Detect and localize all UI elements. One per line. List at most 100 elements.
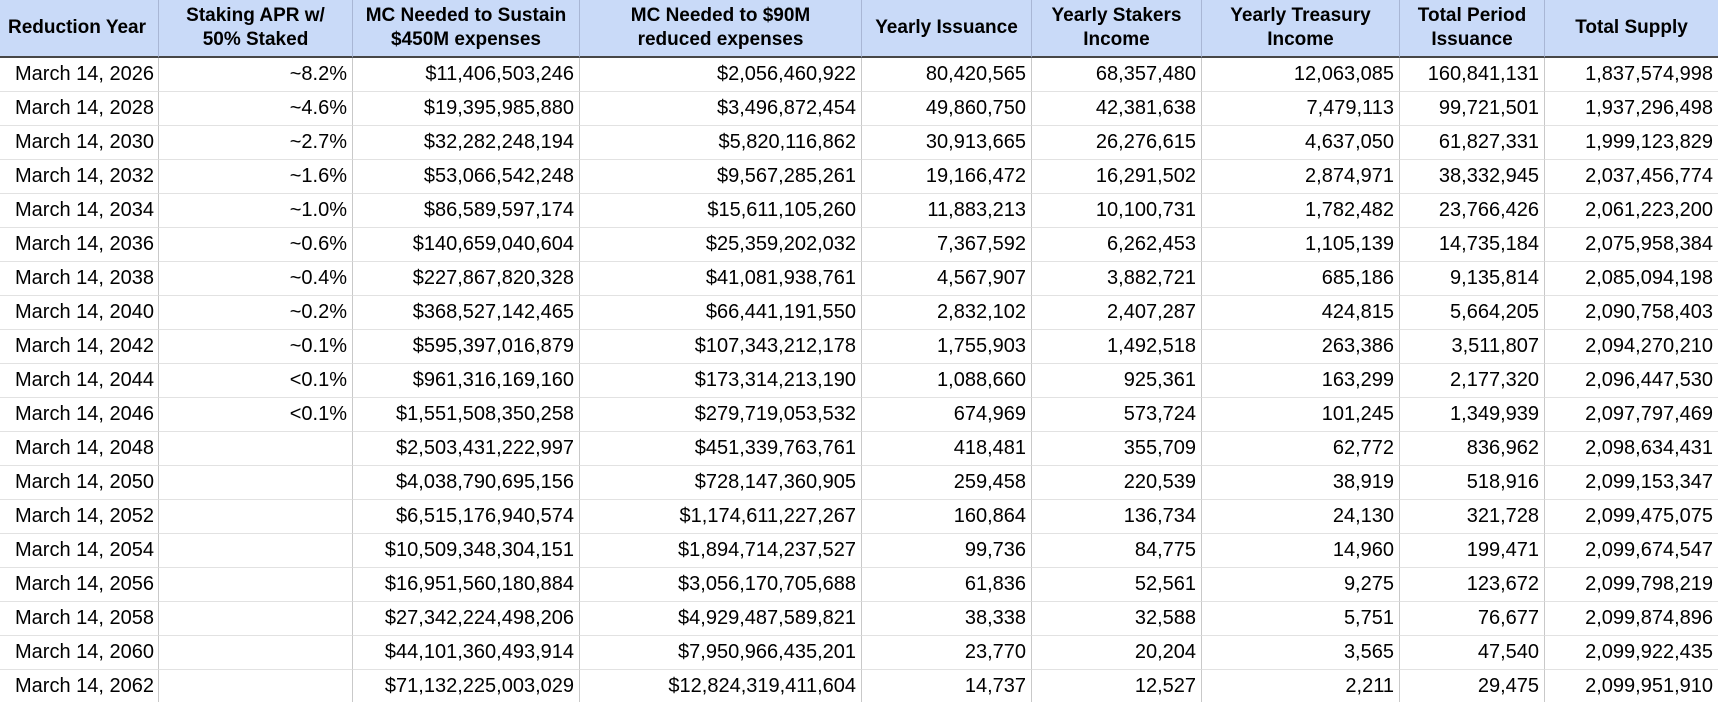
cell-yearly-issuance[interactable]: 2,832,102: [862, 296, 1032, 330]
cell-mc-sustain-450m[interactable]: $32,282,248,194: [353, 126, 580, 160]
cell-yearly-issuance[interactable]: 49,860,750: [862, 92, 1032, 126]
cell-yearly-issuance[interactable]: 11,883,213: [862, 194, 1032, 228]
cell-total-supply[interactable]: 2,094,270,210: [1545, 330, 1718, 364]
cell-reduction-year[interactable]: March 14, 2052: [0, 500, 159, 534]
cell-yearly-treasury-income[interactable]: 2,211: [1202, 670, 1400, 702]
col-header-yearly-stakers-income[interactable]: Yearly Stakers Income: [1032, 0, 1202, 58]
cell-staking-apr[interactable]: <0.1%: [159, 364, 353, 398]
cell-total-supply[interactable]: 2,099,153,347: [1545, 466, 1718, 500]
cell-yearly-issuance[interactable]: 30,913,665: [862, 126, 1032, 160]
cell-yearly-stakers-income[interactable]: 20,204: [1032, 636, 1202, 670]
col-header-yearly-treasury-income[interactable]: Yearly Treasury Income: [1202, 0, 1400, 58]
cell-total-supply[interactable]: 2,099,475,075: [1545, 500, 1718, 534]
cell-reduction-year[interactable]: March 14, 2036: [0, 228, 159, 262]
cell-yearly-treasury-income[interactable]: 7,479,113: [1202, 92, 1400, 126]
cell-mc-reduced-90m[interactable]: $3,496,872,454: [580, 92, 862, 126]
cell-mc-sustain-450m[interactable]: $11,406,503,246: [353, 58, 580, 92]
cell-mc-reduced-90m[interactable]: $451,339,763,761: [580, 432, 862, 466]
cell-yearly-treasury-income[interactable]: 14,960: [1202, 534, 1400, 568]
cell-yearly-stakers-income[interactable]: 355,709: [1032, 432, 1202, 466]
col-header-reduction-year[interactable]: Reduction Year: [0, 0, 159, 58]
cell-yearly-treasury-income[interactable]: 3,565: [1202, 636, 1400, 670]
cell-reduction-year[interactable]: March 14, 2040: [0, 296, 159, 330]
cell-total-supply[interactable]: 2,099,798,219: [1545, 568, 1718, 602]
cell-total-period-issuance[interactable]: 47,540: [1400, 636, 1545, 670]
cell-total-period-issuance[interactable]: 160,841,131: [1400, 58, 1545, 92]
cell-yearly-treasury-income[interactable]: 163,299: [1202, 364, 1400, 398]
cell-mc-sustain-450m[interactable]: $10,509,348,304,151: [353, 534, 580, 568]
cell-mc-reduced-90m[interactable]: $279,719,053,532: [580, 398, 862, 432]
cell-staking-apr[interactable]: ~8.2%: [159, 58, 353, 92]
cell-total-supply[interactable]: 1,999,123,829: [1545, 126, 1718, 160]
cell-yearly-treasury-income[interactable]: 101,245: [1202, 398, 1400, 432]
cell-total-supply[interactable]: 2,085,094,198: [1545, 262, 1718, 296]
cell-yearly-stakers-income[interactable]: 68,357,480: [1032, 58, 1202, 92]
cell-yearly-stakers-income[interactable]: 10,100,731: [1032, 194, 1202, 228]
cell-reduction-year[interactable]: March 14, 2056: [0, 568, 159, 602]
cell-staking-apr[interactable]: <0.1%: [159, 398, 353, 432]
cell-staking-apr[interactable]: ~2.7%: [159, 126, 353, 160]
cell-reduction-year[interactable]: March 14, 2054: [0, 534, 159, 568]
cell-staking-apr[interactable]: [159, 534, 353, 568]
cell-mc-sustain-450m[interactable]: $1,551,508,350,258: [353, 398, 580, 432]
cell-yearly-issuance[interactable]: 7,367,592: [862, 228, 1032, 262]
cell-reduction-year[interactable]: March 14, 2062: [0, 670, 159, 702]
cell-mc-sustain-450m[interactable]: $16,951,560,180,884: [353, 568, 580, 602]
cell-yearly-stakers-income[interactable]: 12,527: [1032, 670, 1202, 702]
cell-total-period-issuance[interactable]: 38,332,945: [1400, 160, 1545, 194]
cell-total-period-issuance[interactable]: 14,735,184: [1400, 228, 1545, 262]
cell-total-period-issuance[interactable]: 9,135,814: [1400, 262, 1545, 296]
cell-reduction-year[interactable]: March 14, 2046: [0, 398, 159, 432]
cell-yearly-treasury-income[interactable]: 2,874,971: [1202, 160, 1400, 194]
cell-mc-sustain-450m[interactable]: $6,515,176,940,574: [353, 500, 580, 534]
cell-reduction-year[interactable]: March 14, 2042: [0, 330, 159, 364]
cell-mc-reduced-90m[interactable]: $5,820,116,862: [580, 126, 862, 160]
cell-reduction-year[interactable]: March 14, 2026: [0, 58, 159, 92]
cell-staking-apr[interactable]: ~0.4%: [159, 262, 353, 296]
cell-yearly-stakers-income[interactable]: 84,775: [1032, 534, 1202, 568]
cell-yearly-issuance[interactable]: 99,736: [862, 534, 1032, 568]
cell-mc-reduced-90m[interactable]: $66,441,191,550: [580, 296, 862, 330]
cell-mc-reduced-90m[interactable]: $1,174,611,227,267: [580, 500, 862, 534]
cell-yearly-treasury-income[interactable]: 5,751: [1202, 602, 1400, 636]
cell-total-supply[interactable]: 2,099,922,435: [1545, 636, 1718, 670]
cell-reduction-year[interactable]: March 14, 2030: [0, 126, 159, 160]
cell-yearly-issuance[interactable]: 4,567,907: [862, 262, 1032, 296]
col-header-total-supply[interactable]: Total Supply: [1545, 0, 1718, 58]
cell-yearly-treasury-income[interactable]: 9,275: [1202, 568, 1400, 602]
cell-yearly-stakers-income[interactable]: 32,588: [1032, 602, 1202, 636]
cell-total-supply[interactable]: 1,937,296,498: [1545, 92, 1718, 126]
cell-reduction-year[interactable]: March 14, 2058: [0, 602, 159, 636]
cell-yearly-treasury-income[interactable]: 12,063,085: [1202, 58, 1400, 92]
cell-mc-reduced-90m[interactable]: $2,056,460,922: [580, 58, 862, 92]
col-header-mc-reduced-90m[interactable]: MC Needed to $90M reduced expenses: [580, 0, 862, 58]
cell-mc-reduced-90m[interactable]: $7,950,966,435,201: [580, 636, 862, 670]
cell-total-supply[interactable]: 1,837,574,998: [1545, 58, 1718, 92]
cell-yearly-treasury-income[interactable]: 424,815: [1202, 296, 1400, 330]
cell-mc-reduced-90m[interactable]: $12,824,319,411,604: [580, 670, 862, 702]
cell-total-period-issuance[interactable]: 321,728: [1400, 500, 1545, 534]
cell-reduction-year[interactable]: March 14, 2048: [0, 432, 159, 466]
cell-mc-reduced-90m[interactable]: $15,611,105,260: [580, 194, 862, 228]
cell-yearly-issuance[interactable]: 160,864: [862, 500, 1032, 534]
cell-total-period-issuance[interactable]: 76,677: [1400, 602, 1545, 636]
col-header-mc-sustain-450m[interactable]: MC Needed to Sustain $450M expenses: [353, 0, 580, 58]
cell-total-supply[interactable]: 2,098,634,431: [1545, 432, 1718, 466]
cell-staking-apr[interactable]: [159, 670, 353, 702]
cell-mc-reduced-90m[interactable]: $41,081,938,761: [580, 262, 862, 296]
cell-mc-sustain-450m[interactable]: $71,132,225,003,029: [353, 670, 580, 702]
cell-staking-apr[interactable]: ~0.6%: [159, 228, 353, 262]
cell-reduction-year[interactable]: March 14, 2050: [0, 466, 159, 500]
cell-reduction-year[interactable]: March 14, 2034: [0, 194, 159, 228]
cell-yearly-issuance[interactable]: 23,770: [862, 636, 1032, 670]
cell-yearly-stakers-income[interactable]: 2,407,287: [1032, 296, 1202, 330]
cell-mc-reduced-90m[interactable]: $107,343,212,178: [580, 330, 862, 364]
cell-staking-apr[interactable]: [159, 432, 353, 466]
cell-total-period-issuance[interactable]: 3,511,807: [1400, 330, 1545, 364]
cell-reduction-year[interactable]: March 14, 2044: [0, 364, 159, 398]
cell-yearly-stakers-income[interactable]: 42,381,638: [1032, 92, 1202, 126]
cell-mc-sustain-450m[interactable]: $2,503,431,222,997: [353, 432, 580, 466]
cell-total-period-issuance[interactable]: 29,475: [1400, 670, 1545, 702]
cell-total-period-issuance[interactable]: 123,672: [1400, 568, 1545, 602]
cell-total-period-issuance[interactable]: 518,916: [1400, 466, 1545, 500]
